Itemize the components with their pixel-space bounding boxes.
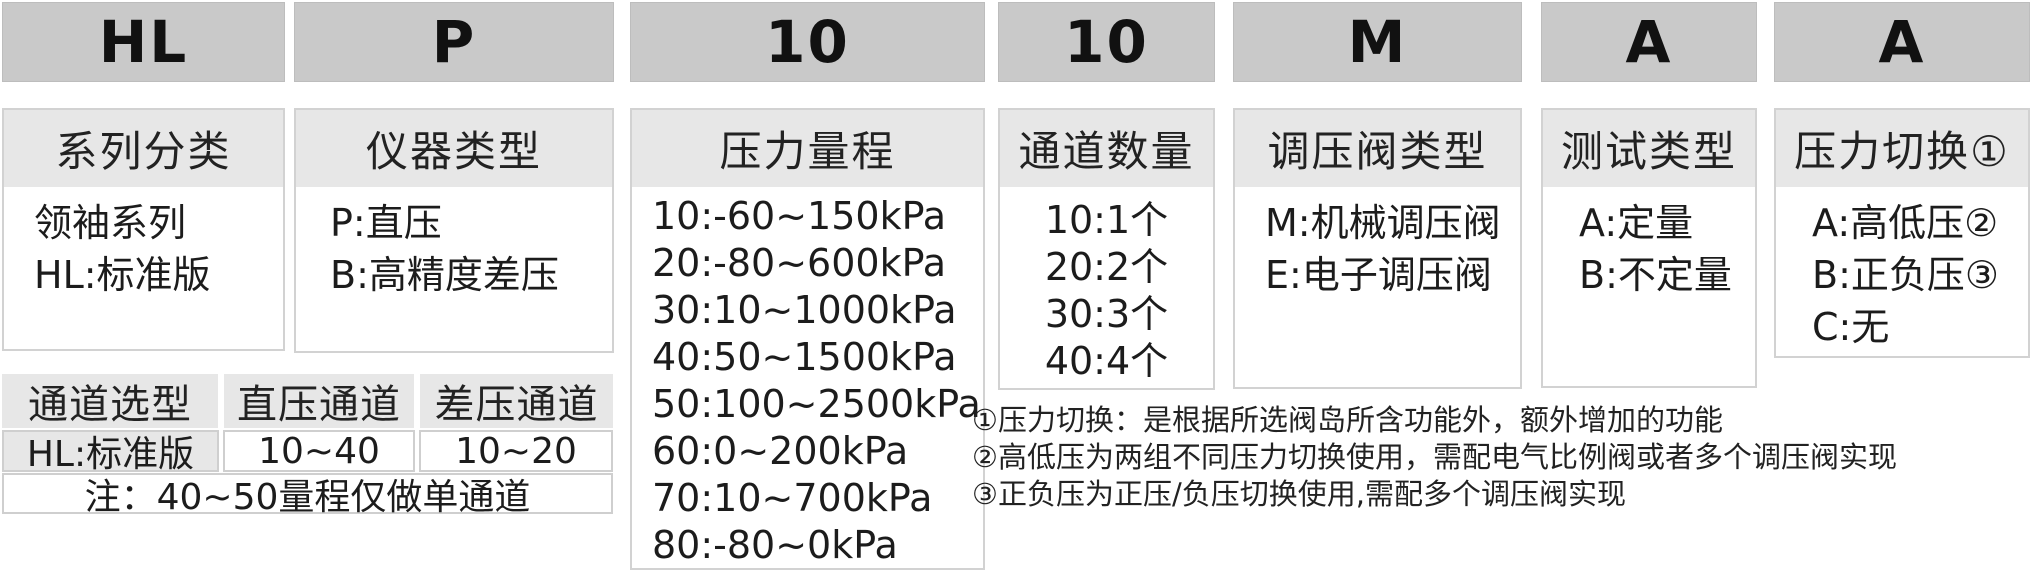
segment-text: 10 bbox=[1064, 8, 1149, 76]
model-code-segment-series: HL bbox=[2, 2, 285, 82]
spec-option: 80:-80~0kPa bbox=[652, 523, 898, 567]
spec-options-series: 领袖系列 HL:标准版 bbox=[4, 187, 283, 301]
channel-table-header-selection: 通道选型 bbox=[2, 374, 218, 428]
spec-option: HL:标准版 bbox=[34, 253, 211, 297]
spec-option: C:无 bbox=[1812, 305, 1890, 349]
spec-box-test-type: 测试类型 A:定量 B:不定量 bbox=[1541, 108, 1757, 388]
segment-text: A bbox=[1625, 8, 1673, 76]
spec-title-pressure-range: 压力量程 bbox=[632, 110, 983, 187]
spec-option: 50:100~2500kPa bbox=[652, 382, 981, 426]
segment-text: HL bbox=[98, 8, 189, 76]
spec-option: M:机械调压阀 bbox=[1265, 201, 1501, 245]
spec-option: A:定量 bbox=[1579, 201, 1694, 245]
channel-table-note: 注：40~50量程仅做单通道 bbox=[2, 473, 613, 518]
spec-option: B:高精度差压 bbox=[330, 253, 559, 297]
spec-title-test-type: 测试类型 bbox=[1543, 110, 1755, 187]
spec-box-channel-count: 通道数量 10:1个 20:2个 30:3个 40:4个 bbox=[998, 108, 1215, 390]
model-code-segment-test: A bbox=[1541, 2, 1757, 82]
footnote-3: ③正负压为正压/负压切换使用,需配多个调压阀实现 bbox=[972, 477, 1626, 511]
spec-option: 20:2个 bbox=[1044, 245, 1169, 289]
spec-option: 70:10~700kPa bbox=[652, 476, 933, 520]
spec-option: A:高低压② bbox=[1812, 201, 1999, 245]
channel-table-header-direct: 直压通道 bbox=[224, 374, 414, 428]
spec-box-series: 系列分类 领袖系列 HL:标准版 bbox=[2, 108, 285, 351]
spec-box-valve-type: 调压阀类型 M:机械调压阀 E:电子调压阀 bbox=[1233, 108, 1522, 389]
spec-title-valve-type: 调压阀类型 bbox=[1235, 110, 1520, 187]
model-code-segment-range: 10 bbox=[630, 2, 985, 82]
footnote-2: ②高低压为两组不同压力切换使用，需配电气比例阀或者多个调压阀实现 bbox=[972, 440, 1897, 474]
spec-option: 10:1个 bbox=[1044, 198, 1169, 242]
spec-title-series: 系列分类 bbox=[4, 110, 283, 187]
channel-table-cell-direct: 10~40 bbox=[223, 430, 415, 472]
spec-option: P:直压 bbox=[330, 201, 442, 245]
channel-table-cell-differential: 10~20 bbox=[419, 430, 613, 472]
spec-option: 30:3个 bbox=[1044, 292, 1169, 336]
channel-table-cell-model: HL:标准版 bbox=[2, 430, 219, 475]
model-code-segment-valve: M bbox=[1233, 2, 1522, 82]
spec-options-pressure-range: 10:-60~150kPa 20:-80~600kPa 30:10~1000kP… bbox=[632, 187, 983, 569]
model-code-segment-channels: 10 bbox=[998, 2, 1215, 82]
spec-option: 40:50~1500kPa bbox=[652, 335, 957, 379]
spec-option: 40:4个 bbox=[1044, 339, 1169, 383]
segment-text: A bbox=[1878, 8, 1926, 76]
model-code-segment-type: P bbox=[294, 2, 614, 82]
spec-options-test-type: A:定量 B:不定量 bbox=[1543, 187, 1755, 301]
footnote-1: ①压力切换：是根据所选阀岛所含功能外，额外增加的功能 bbox=[972, 403, 1723, 437]
spec-option: 10:-60~150kPa bbox=[652, 194, 947, 238]
segment-text: P bbox=[431, 8, 477, 76]
spec-option: 30:10~1000kPa bbox=[652, 288, 957, 332]
segment-text: 10 bbox=[765, 8, 850, 76]
spec-option: E:电子调压阀 bbox=[1265, 253, 1492, 297]
spec-option: 60:0~200kPa bbox=[652, 429, 909, 473]
spec-option: B:不定量 bbox=[1579, 253, 1732, 297]
spec-box-pressure-range: 压力量程 10:-60~150kPa 20:-80~600kPa 30:10~1… bbox=[630, 108, 985, 570]
spec-title-instrument-type: 仪器类型 bbox=[296, 110, 612, 187]
spec-box-pressure-switch: 压力切换① A:高低压② B:正负压③ C:无 bbox=[1774, 108, 2030, 358]
channel-table-header-differential: 差压通道 bbox=[420, 374, 613, 428]
segment-text: M bbox=[1347, 8, 1408, 76]
spec-option: 领袖系列 bbox=[34, 201, 187, 245]
spec-title-channel-count: 通道数量 bbox=[1000, 110, 1213, 187]
model-code-segment-switch: A bbox=[1774, 2, 2030, 82]
footnotes: ①压力切换：是根据所选阀岛所含功能外，额外增加的功能 ②高低压为两组不同压力切换… bbox=[972, 402, 1897, 513]
spec-options-instrument-type: P:直压 B:高精度差压 bbox=[296, 187, 612, 301]
spec-option: 20:-80~600kPa bbox=[652, 241, 947, 285]
spec-box-instrument-type: 仪器类型 P:直压 B:高精度差压 bbox=[294, 108, 614, 353]
spec-title-pressure-switch: 压力切换① bbox=[1776, 110, 2028, 187]
spec-options-channel-count: 10:1个 20:2个 30:3个 40:4个 bbox=[1000, 187, 1213, 385]
spec-options-valve-type: M:机械调压阀 E:电子调压阀 bbox=[1235, 187, 1520, 301]
spec-option: B:正负压③ bbox=[1812, 253, 1999, 297]
spec-options-pressure-switch: A:高低压② B:正负压③ C:无 bbox=[1776, 187, 2028, 353]
